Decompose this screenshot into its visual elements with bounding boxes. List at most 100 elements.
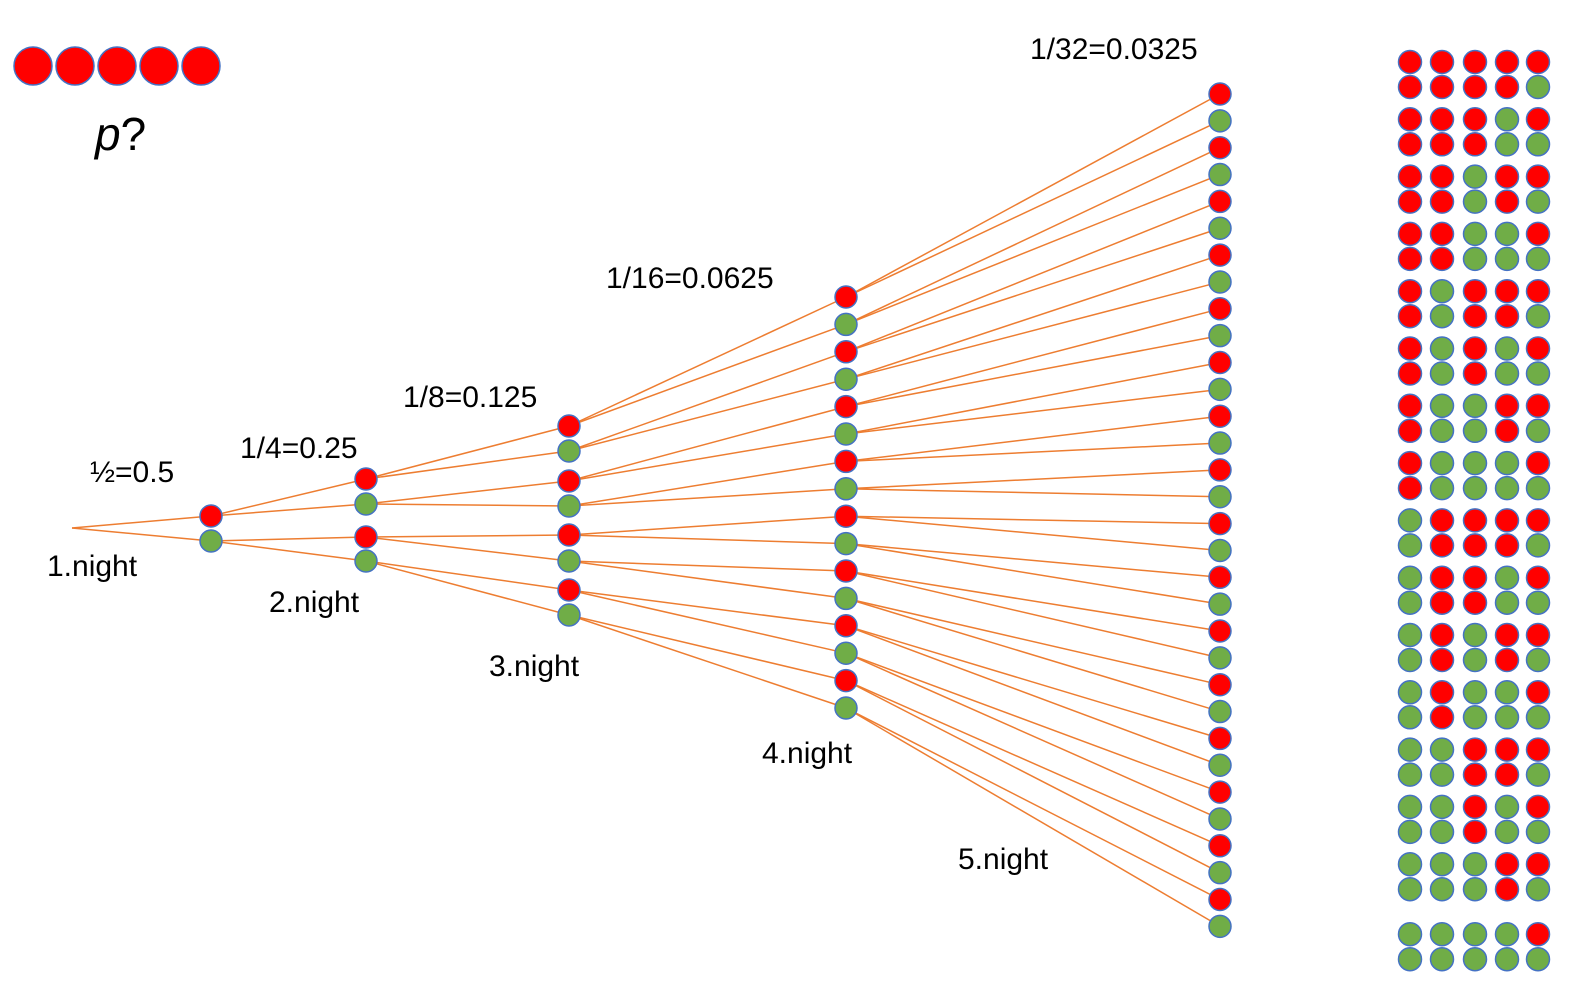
red-outcome-node <box>834 559 858 583</box>
outcome-grid-ball <box>1494 278 1520 304</box>
tree-edge <box>365 536 570 562</box>
night-label-1: 1.night <box>47 550 138 583</box>
header-ball <box>97 46 137 86</box>
outcome-grid-ball <box>1462 876 1488 902</box>
header-balls <box>13 46 221 86</box>
green-outcome-node <box>1208 592 1232 616</box>
outcome-grid-ball <box>1525 221 1551 247</box>
green-outcome-node <box>1208 216 1232 240</box>
outcome-grid-ball <box>1525 246 1551 272</box>
green-outcome-node <box>354 549 378 573</box>
outcome-grid-ball <box>1462 590 1488 615</box>
outcome-grid-ball <box>1525 737 1551 762</box>
outcome-grid-ball <box>1429 450 1455 476</box>
tree-edge <box>845 625 1221 766</box>
red-outcome-node <box>1208 404 1232 428</box>
tree-edge <box>845 334 1221 408</box>
outcome-grid-ball <box>1525 189 1551 214</box>
green-outcome-node <box>557 439 581 463</box>
outcome-grid-ball <box>1462 946 1488 972</box>
outcome-grid-ball <box>1397 49 1423 75</box>
outcome-grid-ball <box>1397 246 1423 272</box>
outcome-grid-ball <box>1525 278 1551 304</box>
red-outcome-node <box>834 285 858 309</box>
outcome-grid-ball <box>1429 737 1455 762</box>
outcomes-grid <box>1397 49 1551 972</box>
outcome-grid-ball <box>1525 533 1551 558</box>
tree-edge <box>845 707 1221 927</box>
outcome-grid-ball <box>1525 49 1551 75</box>
outcome-grid-ball <box>1494 533 1520 558</box>
green-outcome-node <box>1208 914 1232 939</box>
probability-label-night-5: 1/32=0.0325 <box>1030 33 1198 66</box>
red-outcome-node <box>557 523 581 547</box>
outcome-grid-ball <box>1494 246 1520 272</box>
outcome-grid-ball <box>1525 418 1551 444</box>
tree-edge <box>568 433 847 482</box>
outcome-grid-ball <box>1429 74 1455 100</box>
outcome-grid-ball <box>1429 475 1455 501</box>
red-outcome-node <box>834 668 858 693</box>
tree-edge <box>568 488 847 507</box>
tree-edge <box>568 296 847 427</box>
tree-edge <box>568 460 847 507</box>
outcome-grid-ball <box>1494 819 1520 845</box>
outcome-grid-ball <box>1525 705 1551 730</box>
tree-edge <box>845 488 1221 498</box>
outcome-grid-ball <box>1429 393 1455 419</box>
outcome-grid-ball <box>1494 393 1520 419</box>
outcome-grid-ball <box>1429 361 1455 386</box>
green-outcome-node <box>834 586 858 611</box>
green-outcome-node <box>354 492 378 516</box>
tree-edge <box>568 614 847 709</box>
outcome-grid-ball <box>1525 762 1551 787</box>
outcome-grid-ball <box>1397 164 1423 189</box>
outcome-grid-ball <box>1525 647 1551 673</box>
outcome-grid-ball <box>1429 565 1455 590</box>
outcome-grid-ball <box>1397 132 1423 157</box>
red-outcome-node <box>354 525 378 549</box>
outcome-grid-ball <box>1429 189 1455 214</box>
outcome-grid-ball <box>1397 278 1423 304</box>
outcome-grid-ball <box>1494 876 1520 902</box>
tree-edge <box>568 589 847 627</box>
outcome-grid-ball <box>1494 921 1520 947</box>
tree-edge <box>845 93 1221 298</box>
outcome-grid-ball <box>1525 622 1551 648</box>
outcome-grid-ball <box>1397 303 1423 329</box>
tree-edge <box>845 625 1221 740</box>
tree-edge <box>845 200 1221 353</box>
tree-edge <box>568 351 847 452</box>
tree-edge <box>845 361 1221 435</box>
red-outcome-node <box>557 578 581 602</box>
outcome-grid-ball <box>1429 680 1455 705</box>
red-outcome-node <box>834 614 858 638</box>
green-outcome-node <box>1208 699 1232 724</box>
green-outcome-node <box>1208 646 1232 670</box>
outcome-grid-ball <box>1494 450 1520 476</box>
tree-edge <box>845 147 1221 326</box>
outcome-grid-ball <box>1462 533 1488 558</box>
tree-edge <box>845 515 1221 525</box>
outcome-grid-ball <box>1397 221 1423 247</box>
header-ball <box>181 46 221 86</box>
outcome-grid-ball <box>1397 361 1423 386</box>
red-outcome-node <box>834 504 858 528</box>
outcome-grid-ball <box>1462 74 1488 100</box>
outcome-grid-ball <box>1397 590 1423 615</box>
outcome-grid-ball <box>1525 921 1551 947</box>
outcome-grid-ball <box>1494 647 1520 673</box>
tree-edge <box>365 480 570 505</box>
probability-label-night-4: 1/16=0.0625 <box>606 262 774 295</box>
tree-edges <box>71 93 1221 927</box>
green-outcome-node <box>1208 431 1232 455</box>
outcome-grid-ball <box>1397 680 1423 705</box>
outcome-grid-ball <box>1494 508 1520 533</box>
outcome-grid-ball <box>1494 946 1520 972</box>
green-outcome-node <box>1208 323 1232 348</box>
outcome-grid-ball <box>1397 622 1423 648</box>
outcome-grid-ball <box>1429 132 1455 157</box>
tree-edge <box>845 597 1221 686</box>
tree-edge <box>845 281 1221 380</box>
